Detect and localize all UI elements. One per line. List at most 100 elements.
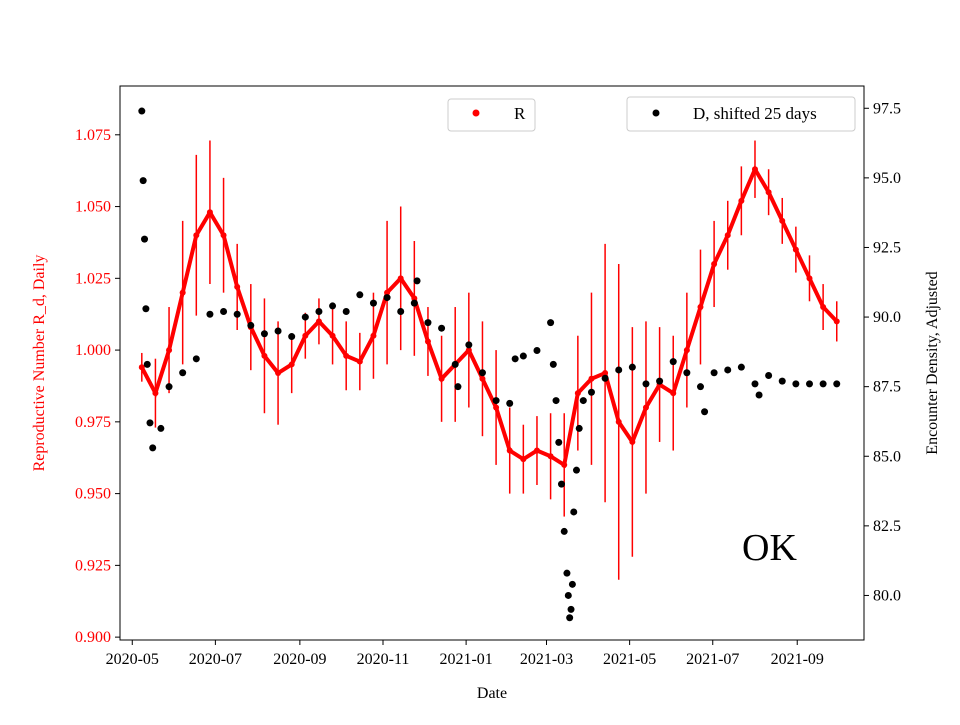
x-tick-label: 2020-11 — [357, 651, 410, 668]
d-point — [555, 438, 563, 446]
d-point — [587, 388, 595, 396]
right-y-tick-label: 87.5 — [873, 379, 901, 396]
d-point — [805, 380, 813, 388]
legend-d: D, shifted 25 days — [626, 96, 856, 132]
d-point — [149, 444, 157, 452]
legend-r: R — [447, 98, 536, 132]
d-point — [342, 307, 350, 315]
d-point — [724, 366, 732, 374]
d-point — [737, 363, 745, 371]
left-y-tick-label: 1.075 — [75, 127, 111, 144]
d-point — [628, 363, 636, 371]
d-point — [329, 302, 337, 310]
x-tick-label: 2021-05 — [603, 651, 656, 668]
d-point — [642, 380, 650, 388]
left-y-tick-label: 0.900 — [75, 629, 111, 646]
left-y-tick-label: 0.975 — [75, 414, 111, 431]
right-y-tick-label: 90.0 — [873, 309, 901, 326]
d-point — [552, 397, 560, 405]
d-point — [413, 277, 421, 285]
plot-frame — [119, 85, 865, 641]
d-point — [220, 307, 228, 315]
d-point — [570, 508, 578, 516]
d-point — [247, 321, 255, 329]
d-point — [566, 614, 574, 622]
d-point — [397, 307, 405, 315]
d-point — [274, 327, 282, 335]
d-point — [572, 466, 580, 474]
d-point — [568, 580, 576, 588]
d-point — [778, 377, 786, 385]
d-point — [233, 310, 241, 318]
d-point — [765, 372, 773, 380]
left-y-tick-label: 1.025 — [75, 270, 111, 287]
d-point — [579, 397, 587, 405]
right-y-tick-label: 85.0 — [873, 448, 901, 465]
left-y-axis: 0.900 0.925 0.950 0.975 1.000 1.025 1.050 1.075 — [75, 127, 120, 646]
r-trace — [140, 164, 839, 469]
d-point — [560, 527, 568, 535]
legend-d-marker — [652, 109, 660, 117]
left-y-axis-label: Reproductive Number R_d, Daily — [31, 255, 48, 472]
d-point — [146, 419, 154, 427]
d-point — [192, 355, 200, 363]
d-point — [575, 424, 583, 432]
d-point — [683, 369, 691, 377]
legend-r-marker — [472, 109, 480, 117]
x-tick-label: 2020-09 — [273, 651, 326, 668]
x-tick-label: 2020-05 — [106, 651, 159, 668]
d-point — [369, 299, 377, 307]
d-point — [143, 360, 151, 368]
d-point — [139, 177, 147, 185]
d-point — [751, 380, 759, 388]
r-series — [138, 140, 840, 580]
d-point — [833, 380, 841, 388]
d-point — [142, 305, 150, 313]
right-y-tick-label: 97.5 — [873, 100, 901, 117]
d-point — [315, 307, 323, 315]
x-tick-label: 2021-09 — [771, 651, 824, 668]
d-point — [533, 346, 541, 354]
d-point — [288, 333, 296, 341]
d-point — [506, 399, 514, 407]
d-point — [567, 605, 575, 613]
x-axis-label: Date — [477, 685, 507, 702]
x-tick-label: 2021-07 — [686, 651, 739, 668]
d-point — [301, 313, 309, 321]
d-point — [701, 408, 709, 416]
d-point — [656, 377, 664, 385]
d-point — [519, 352, 527, 360]
x-tick-label: 2021-03 — [520, 651, 573, 668]
d-point — [615, 366, 623, 374]
d-point — [383, 294, 391, 302]
right-y-axis-label: Encounter Density, Adjusted — [924, 271, 941, 454]
d-point — [157, 424, 165, 432]
legend-d-label: D, shifted 25 days — [693, 104, 817, 123]
d-point — [669, 358, 677, 366]
d-point — [165, 383, 173, 391]
d-point — [438, 324, 446, 332]
d-point — [478, 369, 486, 377]
d-point — [492, 397, 500, 405]
d-point — [557, 480, 565, 488]
d-point — [549, 360, 557, 368]
d-series — [138, 107, 841, 622]
right-y-tick-label: 95.0 — [873, 170, 901, 187]
right-y-tick-label: 82.5 — [873, 518, 901, 535]
d-point — [451, 360, 459, 368]
d-point — [179, 369, 187, 377]
d-point — [410, 299, 418, 307]
d-point — [710, 369, 718, 377]
d-point — [511, 355, 519, 363]
d-point — [792, 380, 800, 388]
annotation-state: OK — [742, 527, 797, 569]
d-point — [356, 291, 364, 299]
d-point — [601, 374, 609, 382]
d-point — [141, 235, 149, 243]
d-point — [138, 107, 146, 115]
left-y-tick-label: 0.950 — [75, 486, 111, 503]
d-point — [465, 341, 473, 349]
d-point — [755, 391, 763, 399]
d-point — [547, 319, 555, 327]
